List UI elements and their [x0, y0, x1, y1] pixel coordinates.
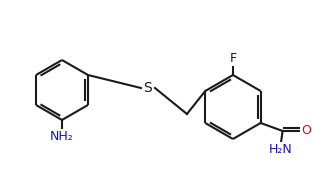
Text: H₂N: H₂N — [269, 143, 293, 156]
Text: O: O — [302, 124, 312, 137]
Text: S: S — [144, 81, 152, 95]
Text: NH₂: NH₂ — [50, 131, 74, 143]
Text: F: F — [229, 51, 236, 65]
